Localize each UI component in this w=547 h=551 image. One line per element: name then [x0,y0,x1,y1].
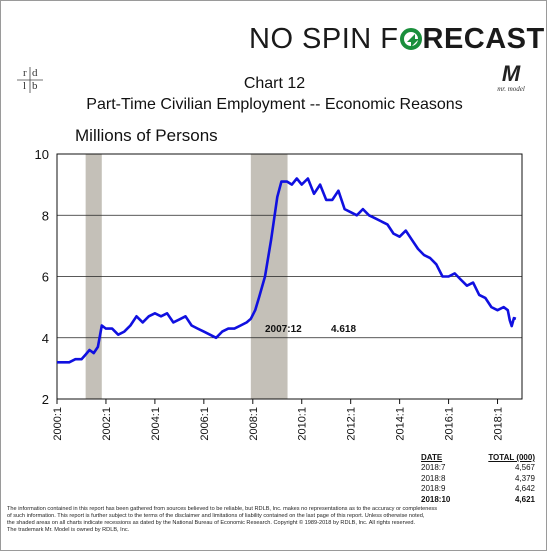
table-cell-date: 2018:7 [421,463,446,472]
table-cell-total: 4,621 [514,494,535,504]
x-tick-label: 2006:1 [199,407,211,441]
trademark-line: The trademark Mr. Model is owned by RDLB… [7,527,130,533]
disclaimer-line: the shaded areas on all charts indicate … [7,520,416,526]
mr-model-logo-letter: M [501,61,521,86]
data-table: DATE TOTAL (000) 2018:7 4,567 2018:8 4,3… [411,453,537,505]
disclaimer-line: The information contained in this report… [7,506,438,512]
table-cell-date: 2018:9 [421,484,446,493]
rdlb-letter-b: b [32,80,38,92]
data-table-col-date: DATE [421,453,443,462]
table-cell-date: 2018:8 [421,473,446,483]
x-tick-label: 2004:1 [150,407,162,441]
disclaimer-footer: The information contained in this report… [7,506,541,534]
plot-frame [56,153,523,400]
annotation-value: 4.618 [331,324,356,335]
data-table-header: DATE TOTAL (000) [411,453,537,463]
table-row: 2018:9 4,642 [411,484,537,495]
table-row: 2018:7 4,567 [411,463,537,474]
rdlb-letter-d: d [32,67,38,79]
series-line [57,177,517,364]
rdlb-logo: r d l b [17,67,43,93]
x-tick-label: 2012:1 [346,407,358,441]
y-tick-label: 8 [42,208,49,223]
rdlb-letter-r: r [23,67,27,79]
x-tick-label: 2002:1 [101,407,113,441]
x-tick-label: 2000:1 [52,407,64,441]
disclaimer-line: of such information. This report is furt… [7,513,425,519]
y-tick-label: 4 [42,331,49,346]
table-cell-total: 4,567 [514,463,535,472]
table-row: 2018:8 4,379 [411,474,537,485]
table-row-latest: 2018:10 4,621 [411,495,537,506]
y-tick-label: 10 [35,147,49,162]
data-table-col-total: TOTAL (000) [488,453,535,462]
x-tick-label: 2018:1 [493,407,505,441]
x-tick-label: 2010:1 [297,407,309,441]
x-tick-label: 2016:1 [444,407,456,441]
brand-text-part2: RECAST [422,23,545,55]
y-tick-label: 2 [42,392,49,407]
chart-plot: 2 4 6 8 10 2000:1 2002:1 2004:1 2006:1 2008:1 201… [35,147,523,441]
brand-text-part1: NO SPIN F [249,23,399,55]
annotation-date: 2007:12 [265,324,302,335]
x-tick-label: 2008:1 [248,407,260,441]
brand-o-icon [399,25,422,50]
chart-number: Chart 12 [243,75,306,92]
table-cell-total: 4,379 [514,473,535,483]
y-tick-label: 6 [42,270,49,285]
chart-title: Part-Time Civilian Employment -- Economi… [86,96,463,113]
y-axis-unit-label: Millions of Persons [75,126,218,145]
mr-model-logo: M mr. model [494,61,528,94]
x-tick-label: 2014:1 [395,407,407,441]
rdlb-letter-l: l [23,80,27,92]
table-cell-date: 2018:10 [421,494,451,504]
table-cell-total: 4,642 [514,484,535,493]
brand-logo: NO SPIN F RECAST [249,23,545,56]
mr-model-logo-text: mr. model [497,85,525,93]
